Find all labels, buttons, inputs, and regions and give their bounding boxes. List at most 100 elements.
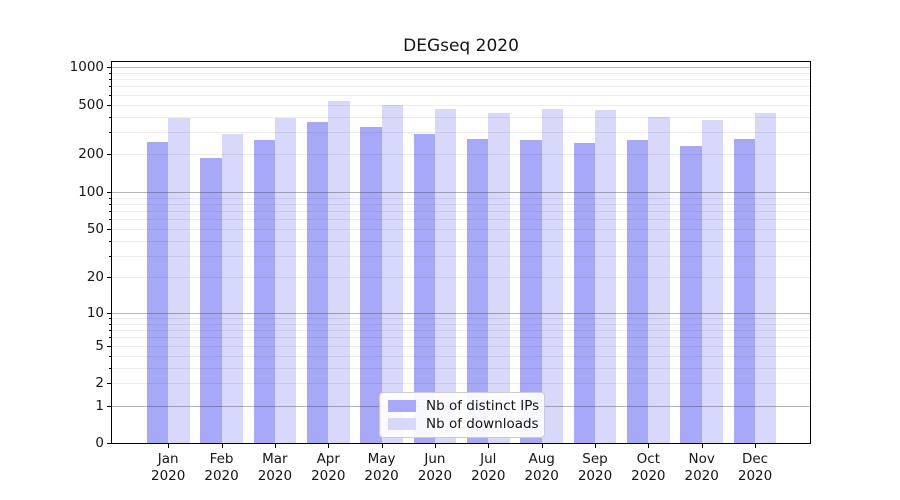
y-tick-label-1000: 1000 [69,59,104,76]
y-tick-mark-minor-900 [109,72,112,74]
x-tick-mark-sep [595,443,596,448]
bar-downloads-apr [328,100,350,443]
bar-downloads-feb [221,134,243,443]
y-tick-label-10: 10 [86,304,104,321]
x-tick-label-sep: Sep 2020 [577,451,613,484]
bar-downloads-oct [648,116,670,443]
y-tick-mark-20 [107,277,112,279]
bar-distinct-ips-sep [573,143,595,443]
legend-label-distinct-ips: Nb of distinct IPs [426,398,540,414]
y-tick-mark-5 [107,345,112,347]
legend-item-distinct-ips: Nb of distinct IPs [388,398,540,414]
y-tick-label-50: 50 [86,221,104,238]
gridline-minor-400 [112,116,810,118]
y-tick-mark-minor-30 [109,256,112,258]
legend-item-downloads: Nb of downloads [388,416,539,432]
gridline-minor-900 [112,72,810,74]
y-tick-label-2: 2 [95,375,104,392]
y-tick-mark-1000 [107,67,112,69]
legend: Nb of distinct IPs Nb of downloads [379,392,545,438]
y-tick-mark-minor-700 [109,86,112,88]
x-tick-mark-jan [168,443,170,448]
legend-label-downloads: Nb of downloads [426,416,539,432]
x-tick-mark-nov [701,443,703,448]
bar-distinct-ips-jan [146,142,169,443]
bar-distinct-ips-dec [733,138,756,443]
bar-distinct-ips-mar [253,140,275,443]
x-tick-label-oct: Oct 2020 [631,451,666,484]
bar-downloads-nov [701,120,724,443]
y-tick-mark-minor-90 [109,197,112,199]
bar-distinct-ips-feb [200,158,222,443]
y-tick-label-1: 1 [95,397,104,414]
bar-downloads-mar [274,117,297,443]
gridline-minor-600 [112,94,810,96]
y-tick-mark-minor-7 [109,330,112,332]
y-tick-label-200: 200 [78,146,104,163]
bar-downloads-jun [434,109,457,443]
y-tick-label-500: 500 [78,96,104,113]
y-tick-mark-minor-60 [109,219,112,221]
x-tick-mark-oct [648,443,650,448]
y-tick-mark-minor-3 [109,367,112,369]
x-tick-label-jul: Jul 2020 [471,451,506,484]
bar-distinct-ips-jul [466,139,489,443]
x-tick-mark-may [381,443,383,448]
x-tick-label-apr: Apr 2020 [311,451,346,484]
x-tick-mark-apr [328,443,330,448]
bar-distinct-ips-apr [306,121,329,443]
x-tick-label-may: May 2020 [364,451,399,484]
y-tick-label-20: 20 [86,269,104,286]
x-tick-mark-aug [541,443,543,448]
y-tick-mark-minor-6 [109,337,112,339]
bar-distinct-ips-jun [413,133,435,443]
y-tick-mark-minor-600 [109,94,112,96]
y-tick-mark-minor-40 [109,241,112,243]
x-tick-mark-dec [755,443,757,448]
bar-downloads-jul [488,113,510,443]
y-tick-mark-2 [107,383,112,385]
bar-downloads-dec [755,113,777,443]
bar-distinct-ips-oct [626,139,649,443]
y-tick-mark-minor-70 [109,211,112,213]
x-tick-label-mar: Mar 2020 [257,451,293,484]
legend-swatch-distinct-ips [388,400,416,412]
x-tick-mark-mar [274,443,276,448]
y-tick-mark-minor-800 [109,79,112,81]
x-tick-label-feb: Feb 2020 [204,451,239,484]
bar-downloads-sep [595,109,617,443]
gridline-minor-500 [112,104,810,106]
x-tick-mark-feb [221,443,223,448]
y-tick-mark-100 [107,191,112,193]
y-tick-label-0: 0 [95,435,104,452]
x-tick-label-jun: Jun 2020 [417,451,453,484]
gridline-minor-700 [112,86,810,88]
y-tick-mark-minor-300 [109,132,112,134]
gridline-minor-800 [112,79,810,81]
bar-downloads-may [381,105,403,443]
x-tick-label-dec: Dec 2020 [737,451,773,484]
x-tick-label-aug: Aug 2020 [524,451,559,484]
gridline-major-1000 [112,67,810,69]
x-tick-mark-jul [488,443,490,448]
y-tick-mark-minor-9 [109,317,112,319]
y-tick-mark-0 [107,443,112,445]
y-tick-label-5: 5 [95,337,104,354]
x-tick-label-nov: Nov 2020 [684,451,719,484]
bar-downloads-aug [541,109,564,443]
y-tick-mark-minor-8 [109,323,112,325]
y-tick-mark-1 [107,405,112,407]
y-tick-mark-minor-80 [109,203,112,205]
y-tick-mark-minor-400 [109,116,112,118]
y-tick-mark-200 [107,154,112,156]
legend-swatch-downloads [388,418,416,430]
x-tick-mark-jun [434,443,436,448]
y-tick-mark-500 [107,104,112,106]
y-tick-mark-50 [107,229,112,231]
bar-downloads-jan [168,118,190,443]
bar-distinct-ips-may [360,127,382,443]
x-tick-label-jan: Jan 2020 [151,451,186,484]
y-tick-mark-minor-4 [109,355,112,357]
bar-distinct-ips-nov [680,146,702,443]
